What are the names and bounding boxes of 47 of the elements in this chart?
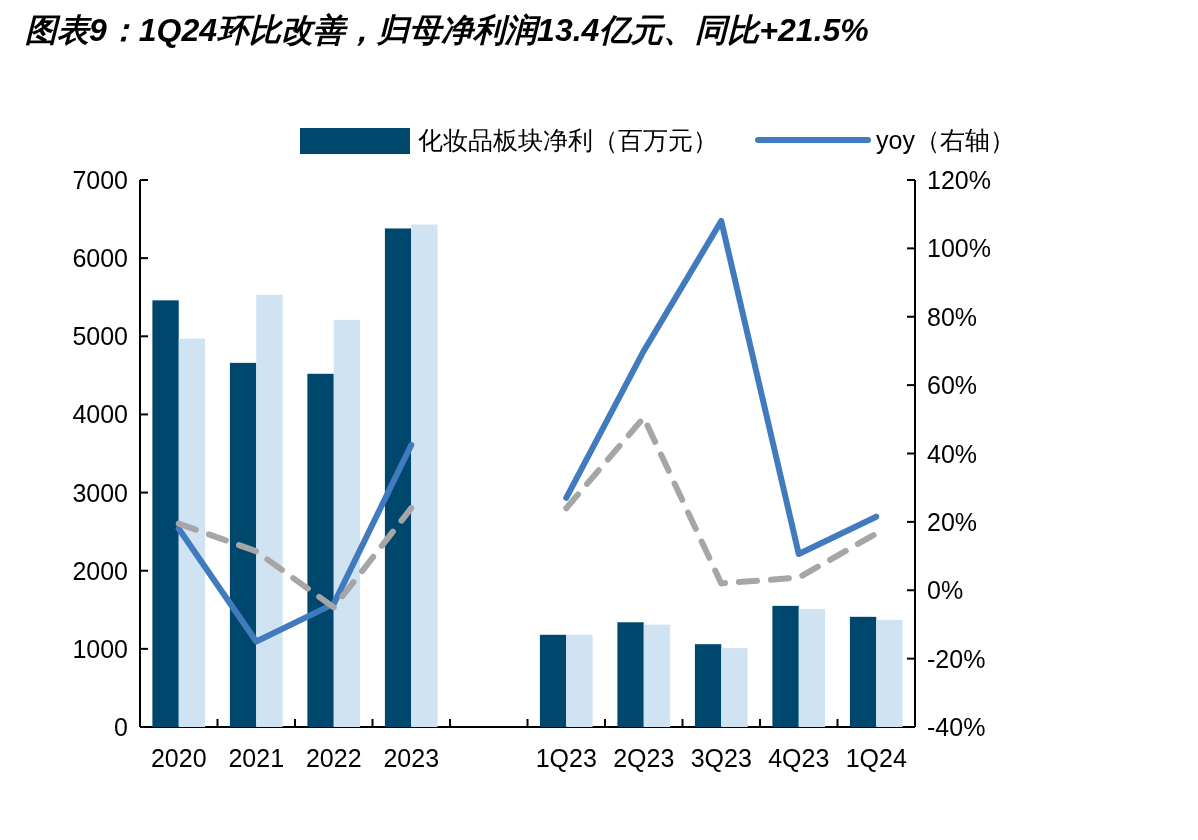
y2-tick-label: 100%	[927, 234, 991, 263]
x-tick-label: 4Q23	[768, 744, 830, 772]
x-tick-label: 2023	[383, 744, 440, 772]
y-tick-label: 5000	[72, 322, 128, 351]
x-tick-label: 1Q24	[845, 744, 907, 772]
bar	[229, 362, 257, 727]
bar	[772, 605, 799, 727]
bar	[798, 609, 826, 727]
bar	[643, 624, 671, 727]
bar	[721, 648, 748, 727]
y-tick-label: 3000	[72, 478, 128, 507]
x-tick-label: 2022	[305, 744, 362, 772]
x-tick-label: 2Q23	[613, 744, 675, 772]
y2-tick-label: 60%	[927, 371, 978, 400]
bar	[849, 616, 877, 727]
bar	[256, 294, 283, 727]
chart-title: 图表9：1Q24环比改善，归母净利润13.4亿元、同比+21.5%	[25, 11, 870, 50]
bar	[411, 224, 438, 727]
y2-tick-label: 0%	[927, 576, 964, 605]
y2-tick-label: 40%	[927, 439, 978, 468]
x-tick-label: 2021	[228, 744, 285, 772]
x-tick-label: 2020	[150, 744, 207, 772]
bar	[384, 228, 412, 727]
y2-tick-label: 80%	[927, 302, 978, 331]
bar	[617, 622, 644, 727]
y2-tick-label: 120%	[927, 166, 991, 194]
legend-label: 化妆品板块净利（百万元）	[418, 126, 718, 154]
y2-tick-label: -20%	[927, 644, 986, 673]
bar	[694, 644, 722, 727]
bar	[307, 373, 334, 727]
y-tick-label: 2000	[72, 556, 128, 585]
bar	[152, 300, 179, 727]
bar	[539, 634, 567, 727]
y-tick-label: 1000	[72, 634, 128, 663]
legend-label: yoy（右轴）	[876, 126, 1015, 154]
y2-tick-label: 20%	[927, 507, 978, 536]
bar	[333, 319, 361, 727]
bar	[876, 619, 903, 727]
y-tick-label: 6000	[72, 244, 128, 273]
x-tick-label: 1Q23	[535, 744, 597, 772]
bar	[566, 634, 593, 727]
x-tick-label: 3Q23	[690, 744, 752, 772]
y-tick-label: 7000	[72, 166, 128, 194]
y-tick-label: 4000	[72, 400, 128, 429]
bar	[178, 338, 206, 727]
y-tick-label: 0	[114, 713, 128, 741]
y2-tick-label: -40%	[927, 713, 986, 741]
